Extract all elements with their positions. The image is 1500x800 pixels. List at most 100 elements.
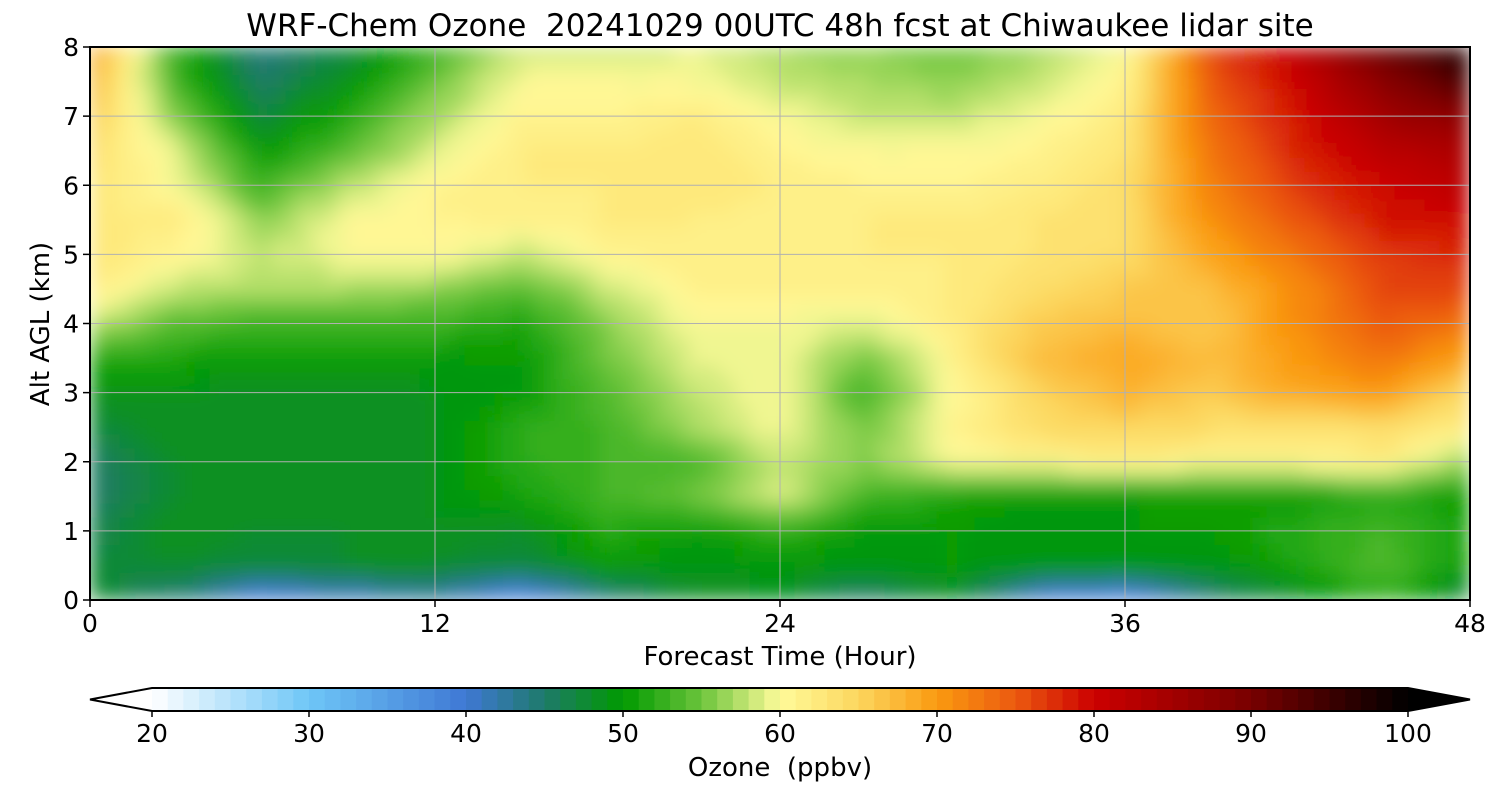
heatmap-cell bbox=[149, 516, 166, 532]
heatmap-cell bbox=[404, 350, 421, 366]
heatmap-cell bbox=[899, 226, 916, 242]
heatmap-cell bbox=[299, 405, 316, 421]
heatmap-cell bbox=[1049, 323, 1066, 338]
heatmap-cell bbox=[989, 544, 1006, 560]
heatmap-cell bbox=[884, 184, 901, 200]
heatmap-cell bbox=[1394, 87, 1411, 103]
heatmap-cell bbox=[1094, 47, 1111, 62]
heatmap-cell bbox=[419, 60, 436, 76]
heatmap-cell bbox=[1034, 226, 1051, 242]
heatmap-cell bbox=[1439, 267, 1456, 283]
heatmap-cell bbox=[1199, 364, 1216, 380]
heatmap-cell bbox=[899, 115, 916, 131]
heatmap-cell bbox=[1454, 101, 1470, 117]
heatmap-cell bbox=[254, 405, 271, 421]
heatmap-cell bbox=[479, 364, 496, 380]
heatmap-cell bbox=[629, 350, 646, 366]
heatmap-cell bbox=[1424, 544, 1441, 560]
x-axis: 0 12 24 36 48 bbox=[82, 600, 1486, 638]
heatmap-cell bbox=[599, 101, 616, 117]
heatmap-cell bbox=[614, 60, 631, 76]
heatmap-cell bbox=[1244, 143, 1261, 159]
heatmap-cell bbox=[404, 488, 421, 504]
heatmap-cell bbox=[584, 516, 601, 532]
heatmap-cell bbox=[1214, 295, 1231, 311]
heatmap-cell bbox=[1049, 143, 1066, 159]
heatmap-cell bbox=[794, 115, 811, 131]
heatmap-cell bbox=[464, 530, 481, 546]
heatmap-cell bbox=[1274, 157, 1291, 172]
heatmap-cell bbox=[974, 530, 991, 546]
heatmap-cell bbox=[704, 74, 721, 89]
heatmap-cell bbox=[1154, 170, 1171, 186]
heatmap-cell bbox=[899, 157, 916, 172]
heatmap-cell bbox=[1004, 585, 1021, 600]
heatmap-cell bbox=[1154, 101, 1171, 117]
heatmap-cell bbox=[659, 87, 676, 103]
heatmap-cell bbox=[179, 184, 196, 200]
heatmap-cell bbox=[1049, 295, 1066, 311]
heatmap-cell bbox=[914, 47, 931, 62]
heatmap-cell bbox=[104, 475, 121, 490]
heatmap-cell bbox=[1049, 309, 1066, 324]
heatmap-cell bbox=[374, 392, 391, 407]
heatmap-cell bbox=[224, 253, 241, 269]
heatmap-cell bbox=[239, 212, 256, 228]
heatmap-cell bbox=[494, 516, 511, 532]
heatmap-cell bbox=[389, 516, 406, 532]
heatmap-cell bbox=[644, 157, 661, 172]
heatmap-cell bbox=[254, 419, 271, 435]
heatmap-cell bbox=[869, 488, 886, 504]
heatmap-cell bbox=[464, 350, 481, 366]
heatmap-cell bbox=[1274, 212, 1291, 228]
y-tick-label: 5 bbox=[63, 240, 79, 269]
heatmap-cell bbox=[689, 475, 706, 490]
heatmap-cell bbox=[344, 240, 361, 255]
heatmap-cell bbox=[149, 309, 166, 324]
heatmap-cell bbox=[1214, 558, 1231, 573]
heatmap-cell bbox=[1259, 226, 1276, 242]
heatmap-cell bbox=[764, 309, 781, 324]
heatmap-cell bbox=[884, 364, 901, 380]
heatmap-cell bbox=[149, 253, 166, 269]
heatmap-cell bbox=[614, 87, 631, 103]
heatmap-cell bbox=[734, 378, 751, 394]
heatmap-cell bbox=[1079, 281, 1096, 297]
heatmap-cell bbox=[974, 101, 991, 117]
heatmap-cell bbox=[1064, 253, 1081, 269]
heatmap-cell bbox=[1319, 336, 1336, 352]
heatmap-cell bbox=[209, 571, 226, 587]
heatmap-cell bbox=[704, 309, 721, 324]
heatmap-cell bbox=[1454, 585, 1470, 600]
colorbar-bin bbox=[670, 688, 687, 711]
heatmap-cell bbox=[944, 585, 961, 600]
heatmap-cell bbox=[1049, 336, 1066, 352]
heatmap-cell bbox=[164, 281, 181, 297]
heatmap-cell bbox=[269, 101, 286, 117]
heatmap-cell bbox=[179, 419, 196, 435]
heatmap-cell bbox=[689, 309, 706, 324]
heatmap-cell bbox=[479, 129, 496, 145]
heatmap-cell bbox=[1019, 447, 1036, 463]
heatmap-cell bbox=[884, 405, 901, 421]
heatmap-cell bbox=[404, 502, 421, 518]
heatmap-cell bbox=[1154, 488, 1171, 504]
heatmap-cell bbox=[1319, 143, 1336, 159]
heatmap-cell bbox=[899, 336, 916, 352]
heatmap-cell bbox=[269, 544, 286, 560]
heatmap-cell bbox=[464, 157, 481, 172]
heatmap-cell bbox=[419, 488, 436, 504]
colorbar-tick-label: 60 bbox=[764, 719, 796, 748]
heatmap-cell bbox=[164, 101, 181, 117]
heatmap-cell bbox=[1454, 447, 1470, 463]
heatmap-cell bbox=[914, 558, 931, 573]
heatmap-cell bbox=[764, 571, 781, 587]
heatmap-cell bbox=[1049, 433, 1066, 449]
heatmap-cell bbox=[299, 87, 316, 103]
heatmap-cell bbox=[1349, 47, 1366, 62]
heatmap-cell bbox=[1289, 350, 1306, 366]
heatmap-cell bbox=[1424, 281, 1441, 297]
heatmap-cell bbox=[704, 419, 721, 435]
heatmap-cell bbox=[599, 129, 616, 145]
heatmap-cell bbox=[629, 253, 646, 269]
